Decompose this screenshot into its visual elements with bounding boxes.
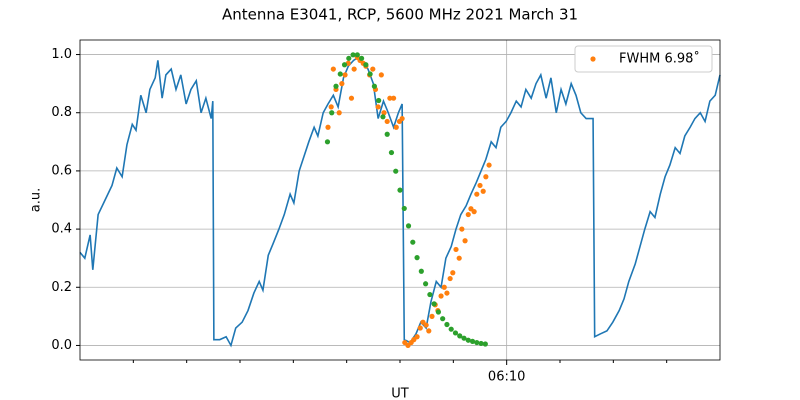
- data-point: [465, 211, 471, 218]
- data-point: [486, 162, 492, 168]
- data-point: [469, 338, 476, 344]
- data-point: [480, 188, 486, 194]
- data-point: [337, 71, 343, 77]
- y-axis-label: a.u.: [29, 188, 44, 212]
- data-point: [380, 114, 386, 120]
- data-point: [354, 52, 360, 58]
- data-point: [325, 124, 331, 130]
- data-point: [371, 83, 377, 89]
- y-tick-label: 0.2: [51, 280, 72, 295]
- data-point: [474, 339, 480, 346]
- data-point: [324, 139, 331, 145]
- data-point: [477, 182, 483, 189]
- data-point: [483, 174, 489, 180]
- data-point: [461, 335, 467, 341]
- data-point: [388, 149, 395, 156]
- chart-title: Antenna E3041, RCP, 5600 MHz 2021 March …: [222, 6, 578, 24]
- data-point: [359, 55, 365, 61]
- data-point: [378, 72, 384, 78]
- data-point: [474, 191, 480, 197]
- data-point: [405, 223, 412, 229]
- data-point: [440, 316, 446, 322]
- x-axis-label: UT: [391, 387, 409, 400]
- data-point: [393, 124, 399, 130]
- data-point: [444, 321, 450, 328]
- data-point: [448, 326, 454, 332]
- data-point: [417, 325, 423, 331]
- data-point: [447, 275, 453, 282]
- x-tick-label: 06:10: [488, 370, 525, 385]
- data-point: [370, 66, 376, 72]
- data-point: [435, 309, 441, 315]
- data-point: [444, 290, 450, 296]
- data-point: [431, 301, 437, 307]
- data-point: [330, 66, 336, 72]
- data-point: [367, 71, 373, 77]
- data-point: [329, 110, 335, 116]
- legend-label: FWHM 6.98˚: [619, 51, 700, 67]
- data-point: [482, 341, 488, 347]
- data-point: [393, 168, 399, 174]
- data-point: [397, 187, 403, 193]
- data-point: [328, 104, 334, 110]
- data-point: [333, 83, 339, 89]
- data-point: [348, 95, 355, 101]
- data-point: [471, 209, 477, 215]
- data-point: [423, 322, 429, 328]
- data-point: [341, 62, 348, 68]
- data-point: [381, 110, 387, 116]
- data-point: [391, 95, 397, 101]
- data-point: [427, 291, 433, 298]
- data-point: [457, 333, 463, 339]
- data-point: [438, 293, 444, 299]
- data-point: [459, 226, 465, 232]
- data-point: [346, 55, 352, 61]
- data-point: [429, 313, 435, 319]
- data-point: [452, 330, 459, 336]
- data-point: [342, 72, 348, 78]
- legend-box: [574, 45, 713, 73]
- data-point: [414, 334, 420, 340]
- plot-frame: [79, 39, 721, 361]
- data-point: [465, 337, 471, 343]
- data-point: [453, 246, 459, 253]
- data-point: [410, 239, 416, 245]
- y-tick-label: 0.0: [51, 338, 72, 353]
- data-point: [350, 52, 356, 58]
- y-tick-label: 1.0: [51, 47, 72, 62]
- data-point: [418, 268, 424, 274]
- data-point: [363, 62, 369, 68]
- data-point: [384, 131, 390, 137]
- legend-marker: [590, 56, 596, 62]
- data-point: [351, 66, 357, 72]
- data-point: [423, 281, 429, 287]
- data-point: [375, 104, 381, 110]
- y-tick-label: 0.8: [51, 105, 72, 120]
- data-point: [384, 118, 390, 125]
- data-line: [79, 56, 721, 348]
- data-point: [441, 284, 447, 290]
- data-point: [387, 95, 393, 101]
- data-point: [376, 97, 382, 104]
- data-point: [426, 328, 432, 334]
- y-tick-label: 0.4: [51, 222, 72, 237]
- data-point: [462, 238, 468, 244]
- data-point: [478, 340, 484, 347]
- data-point: [339, 81, 345, 87]
- y-tick-label: 0.6: [51, 163, 72, 178]
- data-point: [456, 255, 462, 261]
- data-point: [401, 205, 407, 212]
- data-point: [450, 270, 456, 276]
- data-point: [414, 255, 420, 261]
- data-point: [336, 110, 342, 116]
- data-point: [399, 115, 405, 122]
